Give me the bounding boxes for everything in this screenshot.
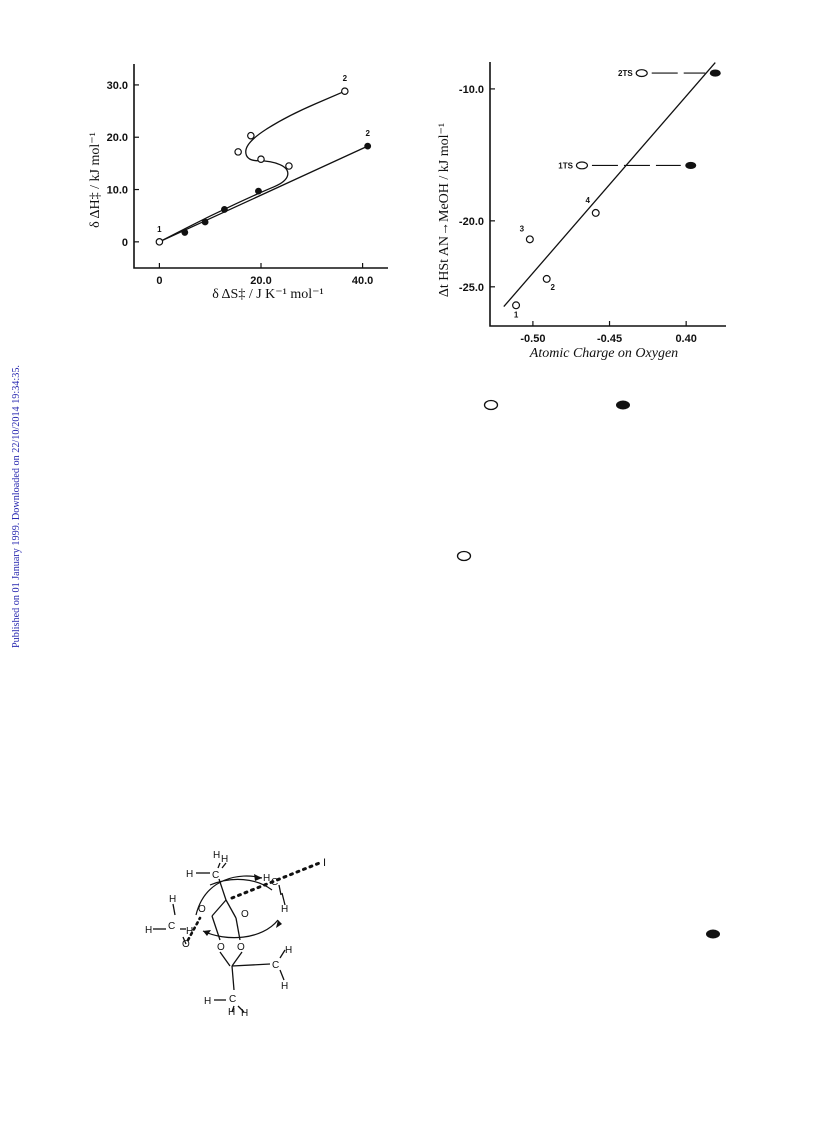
atom-i-label: I (323, 857, 326, 869)
atom-h-left-top: H (169, 894, 176, 905)
chart1-point-label: 1 (157, 225, 162, 234)
arrow-heads (203, 874, 282, 936)
filled-circle-symbol (616, 400, 630, 410)
filled-circle-symbol-2 (706, 929, 720, 939)
chart1-curves (159, 90, 368, 243)
atom-c-right: C (271, 877, 278, 888)
chart1-y-tick-label: 10.0 (107, 185, 128, 197)
chart1-filled-point (221, 206, 228, 213)
atom-o-mid2: O (241, 909, 249, 920)
chart2-ylabel: Δt HSt AN→MeOH / kJ mol⁻¹ (437, 123, 452, 297)
chart2-point-label: 3 (520, 224, 525, 233)
chart2-fit-line (503, 62, 716, 308)
atom-h-left-mid: H (186, 926, 193, 937)
chart1-axes: 0 20.0 40.0 0 10.0 20.0 30.0 (107, 64, 388, 287)
chart2-point-label: 2 (550, 283, 555, 292)
open-circle-symbol (483, 399, 499, 411)
chart1-x-tick-label: 40.0 (352, 275, 373, 287)
chart2-ts-label: 1TS (558, 161, 573, 170)
chart1-y-tick-label: 30.0 (107, 80, 128, 92)
atom-o-ring1: O (217, 942, 225, 953)
chart2-marks: 1 2 3 4 2TS 1TS (503, 62, 721, 319)
chart2-open-point (542, 274, 551, 283)
chart1-open-series-curve (159, 90, 346, 243)
chart1-axis-lines (133, 64, 388, 269)
chart1-xlabel: δ ΔS‡ / J K⁻¹ mol⁻¹ (212, 287, 324, 302)
chart1-open-point (285, 162, 293, 170)
chart2-ts-filled-point (709, 69, 721, 77)
chart2-point-label: 1 (514, 310, 519, 319)
chart2-ts-filled-point (685, 161, 697, 170)
chart2-open-point (525, 235, 534, 244)
chart1-filled-point (201, 218, 209, 226)
chart2-x-tick-label: 0.40 (675, 333, 696, 345)
chart2-axes: -0.50 -0.45 0.40 -10.0 -20.0 -25.0 (459, 62, 726, 345)
chart1-open-point (234, 148, 242, 156)
chart1-filled-point (181, 229, 189, 236)
chart1-x-tick-label: 20.0 (250, 275, 271, 287)
atom-o-mid1: O (198, 904, 206, 915)
chart1-open-point (247, 131, 255, 140)
atom-o-ring2: O (237, 942, 245, 953)
atom-h-bl: H (204, 996, 211, 1007)
chart2-open-point (591, 208, 600, 217)
chart1-filled-series-line (159, 145, 368, 243)
chart1-open-point (341, 87, 349, 96)
atom-h-top2: H (221, 854, 228, 865)
chart2-y-tick-label: -10.0 (459, 84, 484, 96)
chart1-ylabel: δ ΔH‡ / kJ mol⁻¹ (88, 132, 103, 228)
atom-o-left: O (182, 939, 190, 950)
atom-h-bl2: H (241, 1008, 248, 1019)
chart1-marks: 1 2 2 (155, 74, 372, 246)
chart1-y-tick-label: 20.0 (107, 132, 128, 144)
atom-h-right-low: H (281, 904, 288, 915)
atom-c-left: C (168, 921, 175, 932)
atom-c-top: C (212, 870, 219, 881)
chart2-axis-lines (489, 62, 726, 327)
chart2-x-tick-label: -0.50 (520, 333, 545, 345)
atom-h-c-right: H (263, 873, 270, 884)
atom-h-c-left: H (145, 925, 152, 936)
chart1-filled-point (255, 187, 262, 195)
atom-c-bl: C (229, 994, 236, 1005)
chart2-xlabel: Atomic Charge on Oxygen (529, 346, 678, 361)
chart2-ts-open-point (575, 161, 589, 170)
atom-c-right-low: C (272, 960, 279, 971)
chart2-y-tick-label: -25.0 (459, 282, 484, 294)
dotted-interaction-line (230, 860, 324, 900)
atom-h-rl2: H (281, 981, 288, 992)
chart2-ts-label: 2TS (618, 69, 633, 78)
chart1-point-label: 2 (343, 74, 348, 83)
atom-h-top1: H (213, 850, 220, 861)
atom-h-c-top: H (186, 869, 193, 880)
open-circle-symbol-2 (456, 550, 472, 562)
atom-h-rl1: H (285, 945, 292, 956)
chart1-point-label: 2 (365, 129, 370, 138)
chart2-point-label: 4 (586, 196, 591, 205)
atom-h-bl1: H (228, 1007, 235, 1018)
chart1-x-tick-label: 0 (156, 275, 162, 287)
chart2-y-tick-label: -20.0 (459, 216, 484, 228)
chart1-y-tick-label: 0 (122, 237, 128, 249)
chart1-open-point (155, 238, 164, 246)
chart2-x-tick-label: -0.45 (597, 333, 622, 345)
chart1-filled-point (364, 142, 372, 150)
dotted-interaction-line-2 (186, 916, 202, 942)
chart2-ts-open-point (635, 69, 648, 78)
chart2-open-point (512, 301, 521, 310)
chart1-open-point (257, 155, 265, 164)
